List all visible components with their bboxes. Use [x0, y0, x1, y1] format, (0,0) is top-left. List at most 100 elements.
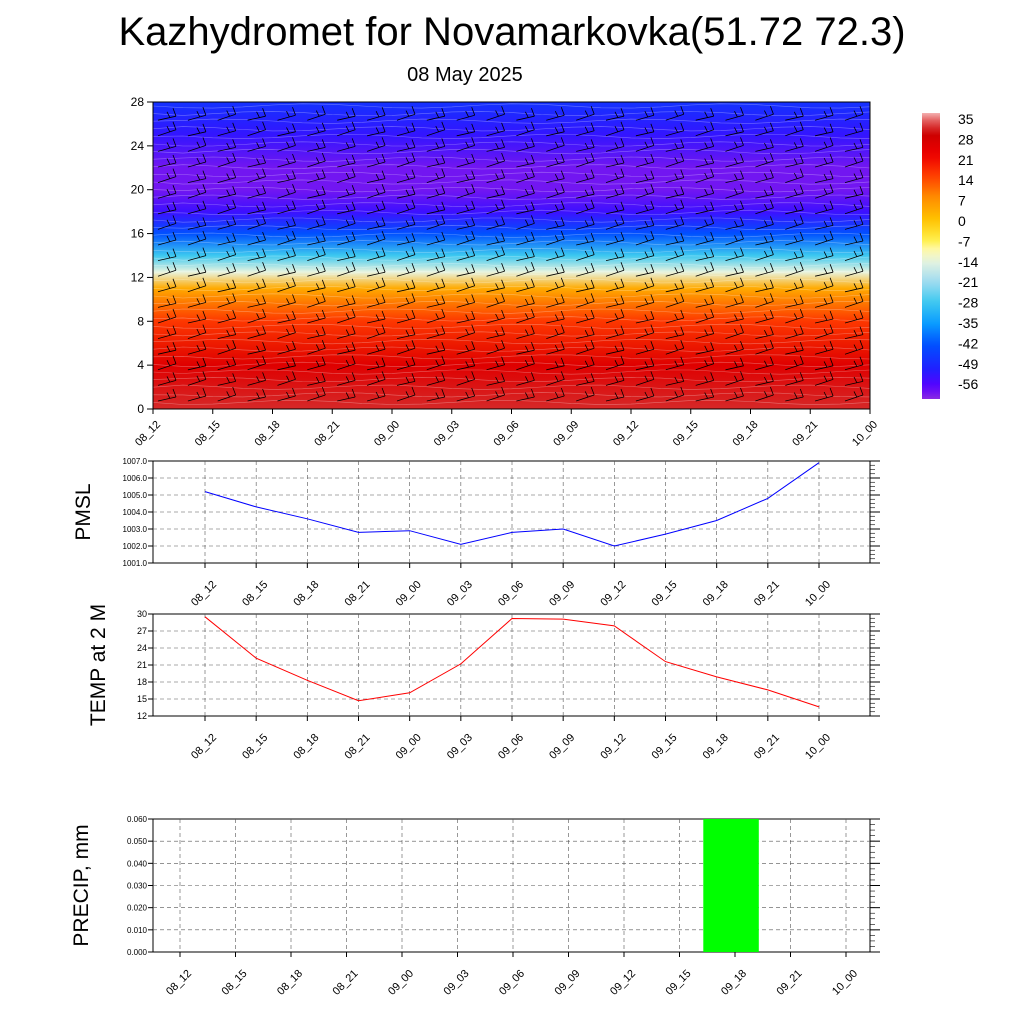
wind-barb [337, 295, 356, 308]
wind-barb [307, 263, 326, 277]
wind-barb [576, 279, 595, 293]
x-tick-label: 08_21 [312, 419, 342, 449]
wind-barb [516, 138, 535, 152]
wind-barb [576, 122, 595, 137]
contour-line [153, 149, 870, 155]
wind-barb [605, 295, 625, 308]
wind-barb [277, 371, 296, 386]
x-tick-label: 09_06 [496, 579, 526, 609]
wind-barb [755, 309, 774, 324]
contour-line [153, 156, 870, 162]
wind-barb [725, 184, 744, 199]
wind-barb [217, 152, 237, 168]
wind-barb [396, 216, 416, 230]
y-tick-label: 0.030 [127, 882, 148, 891]
contour-line [153, 301, 870, 307]
wind-barb [456, 387, 476, 402]
wind-barb [486, 373, 505, 386]
wind-barb [516, 325, 535, 339]
wind-barb [277, 200, 296, 215]
wind-barb [665, 373, 685, 386]
wind-barb [396, 326, 416, 339]
wind-barb [486, 122, 505, 137]
wind-barb [546, 184, 565, 199]
contour-lines [153, 103, 870, 405]
wind-barb [187, 170, 207, 183]
wind-barb [157, 308, 177, 324]
wind-barb [366, 200, 386, 215]
wind-barb [725, 264, 744, 277]
wind-barb [785, 372, 804, 386]
wind-barb [307, 186, 326, 199]
wind-barb [277, 153, 296, 168]
wind-barb [755, 326, 774, 339]
wind-barb [307, 279, 326, 293]
wind-barb [785, 168, 804, 183]
wind-barb [337, 138, 356, 152]
wind-barb [367, 217, 386, 230]
x-tick-label: 08_18 [291, 732, 321, 762]
wind-barb [277, 264, 296, 277]
wind-barb [307, 326, 326, 339]
wind-barb [546, 294, 565, 308]
y-tick-label: 24 [137, 643, 147, 653]
wind-barb [576, 373, 595, 386]
wind-barb [277, 170, 296, 183]
wind-barb [605, 185, 625, 199]
wind-barb [247, 201, 266, 215]
wind-barb [546, 217, 565, 230]
wind-barb [814, 324, 834, 339]
wind-barb [814, 137, 834, 152]
wind-barb [725, 170, 744, 183]
x-tick-label: 09_18 [731, 419, 761, 449]
wind-barb [456, 371, 476, 386]
wind-barb [576, 326, 595, 339]
contour-line [153, 369, 870, 375]
wind-barb [247, 372, 266, 386]
wind-barb [157, 168, 177, 183]
wind-barb [217, 246, 237, 261]
wind-barb [665, 279, 685, 293]
wind-barb [695, 168, 715, 183]
contour-line [153, 209, 870, 215]
wind-barb [247, 185, 266, 199]
contour-line [153, 217, 870, 223]
wind-barb [844, 373, 864, 386]
wind-barb [725, 324, 744, 339]
wind-barb [695, 342, 715, 355]
wind-barb [277, 387, 296, 402]
wind-barb [366, 153, 386, 168]
wind-barb [396, 199, 416, 215]
y-tick-label: 24 [131, 139, 145, 153]
wind-barb [486, 139, 505, 152]
wind-barb [337, 262, 356, 277]
wind-barb [576, 340, 595, 355]
wind-barb [546, 341, 565, 355]
wind-barb [337, 201, 356, 215]
wind-barb [366, 371, 386, 386]
wind-barb [695, 278, 715, 293]
wind-barb [187, 324, 207, 339]
wind-barb [486, 186, 505, 199]
wind-barb [456, 264, 476, 277]
wind-barb [695, 121, 715, 137]
colorbar-bar [922, 113, 940, 399]
wind-barb [396, 169, 416, 183]
wind-barb [516, 355, 535, 371]
wind-barb [157, 355, 177, 371]
wind-barb [247, 138, 266, 152]
wind-barb [725, 217, 744, 230]
contour-line [153, 126, 870, 132]
wind-barb [576, 386, 595, 402]
contour-line [153, 346, 870, 352]
wind-barb [307, 232, 326, 246]
x-tick-label: 08_15 [240, 579, 270, 609]
y-tick-label: 30 [137, 609, 147, 619]
x-tick-label: 09_21 [752, 732, 782, 762]
wind-barb [665, 106, 685, 121]
wind-barb [516, 308, 535, 324]
wind-barb [814, 200, 834, 215]
x-tick-label: 09_09 [553, 968, 583, 998]
wind-barb [247, 248, 266, 261]
y-tick-label: 0.010 [127, 926, 148, 935]
